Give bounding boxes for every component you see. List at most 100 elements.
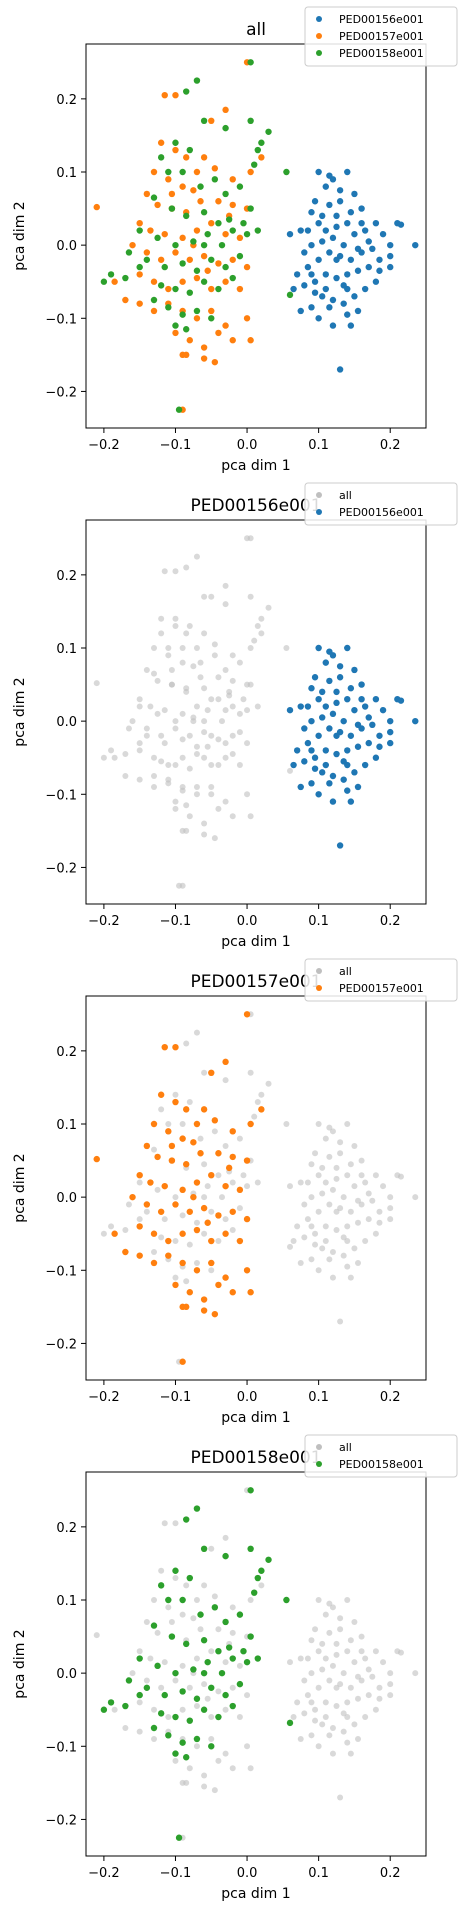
- highlight-point: [222, 1230, 229, 1237]
- highlight-point: [340, 776, 347, 783]
- background-point: [161, 568, 168, 575]
- highlight-point: [107, 1699, 115, 1706]
- highlight-point: [247, 1120, 254, 1128]
- background-point: [215, 1688, 222, 1695]
- background-point: [183, 630, 190, 637]
- highlight-point: [344, 747, 351, 754]
- background-point: [165, 780, 172, 787]
- background-point: [129, 718, 136, 725]
- highlight-point: [208, 1743, 215, 1750]
- background-point: [136, 740, 143, 747]
- background-point: [347, 1684, 354, 1691]
- data-point: [211, 358, 219, 366]
- background-point: [165, 1121, 172, 1127]
- background-point: [297, 1179, 304, 1186]
- highlight-point: [193, 1120, 201, 1128]
- background-point: [258, 1582, 265, 1589]
- background-point: [244, 791, 251, 798]
- background-point: [122, 1725, 129, 1731]
- highlight-point: [265, 1556, 272, 1563]
- highlight-point: [297, 783, 304, 791]
- data-point: [215, 220, 222, 227]
- background-point: [294, 1699, 301, 1706]
- highlight-point: [211, 1310, 219, 1318]
- background-point: [158, 1684, 165, 1691]
- background-point: [347, 1274, 354, 1281]
- highlight-point: [168, 1157, 176, 1164]
- data-point: [186, 289, 193, 296]
- background-point: [154, 1186, 161, 1193]
- data-point: [186, 146, 193, 154]
- data-point: [215, 329, 222, 337]
- background-point: [258, 615, 265, 622]
- highlight-point: [243, 1157, 251, 1164]
- data-point: [347, 209, 355, 216]
- background-point: [322, 1611, 329, 1618]
- background-point: [154, 677, 161, 684]
- background-point: [362, 1655, 369, 1662]
- data-point: [286, 230, 294, 238]
- background-point: [301, 1677, 308, 1684]
- legend-marker: [316, 1444, 322, 1450]
- background-point: [151, 1597, 157, 1603]
- background-point: [222, 1077, 229, 1084]
- background-point: [297, 1735, 304, 1742]
- data-point: [161, 263, 168, 271]
- data-point: [204, 267, 211, 274]
- highlight-point: [222, 1274, 229, 1281]
- background-point: [315, 1684, 322, 1691]
- data-point: [329, 296, 337, 304]
- y-tick-label: 0.1: [56, 1594, 77, 1609]
- background-point: [193, 1259, 200, 1266]
- background-point: [229, 677, 236, 684]
- highlight-point: [379, 706, 387, 714]
- background-point: [201, 1772, 208, 1779]
- background-point: [215, 1626, 222, 1633]
- background-point: [136, 776, 143, 783]
- data-point: [100, 278, 108, 285]
- background-point: [236, 1662, 243, 1669]
- data-point: [197, 198, 204, 205]
- highlight-point: [125, 1677, 133, 1684]
- data-point: [200, 209, 208, 216]
- background-point: [244, 740, 251, 747]
- background-point: [351, 1245, 358, 1252]
- background-point: [254, 1099, 261, 1106]
- data-point: [236, 183, 244, 190]
- data-point: [193, 274, 201, 282]
- legend-entry: PED00156e001: [339, 13, 424, 26]
- highlight-point: [172, 1713, 179, 1721]
- background-point: [387, 1670, 394, 1677]
- highlight-point: [157, 1582, 165, 1589]
- highlight-point: [136, 1172, 143, 1179]
- background-point: [229, 813, 236, 820]
- background-point: [372, 1230, 379, 1237]
- data-point: [293, 271, 301, 278]
- background-point: [158, 630, 165, 637]
- highlight-point: [183, 1640, 190, 1648]
- data-point: [315, 168, 322, 176]
- background-point: [355, 1197, 361, 1204]
- background-point: [186, 623, 193, 630]
- background-point: [158, 615, 165, 622]
- x-axis-label: pca dim 1: [221, 1410, 290, 1426]
- data-point: [372, 220, 380, 227]
- legend-marker: [316, 33, 322, 39]
- highlight-point: [143, 1684, 151, 1691]
- data-point: [222, 106, 229, 114]
- background-point: [151, 773, 157, 779]
- background-point: [168, 666, 175, 673]
- background-point: [290, 1714, 297, 1721]
- data-point: [208, 285, 215, 293]
- data-point: [229, 176, 236, 183]
- background-point: [165, 645, 172, 651]
- data-point: [254, 146, 261, 154]
- scatter-panel: PED00157e001 −0.2 −0.2 −0.1 −0.1 0.0 0.0 0.1 0.1…: [12, 958, 458, 1426]
- background-point: [158, 732, 165, 739]
- data-point: [157, 256, 165, 263]
- background-point: [333, 1208, 340, 1215]
- background-point: [304, 1179, 311, 1186]
- background-point: [197, 1135, 204, 1142]
- data-point: [93, 203, 100, 211]
